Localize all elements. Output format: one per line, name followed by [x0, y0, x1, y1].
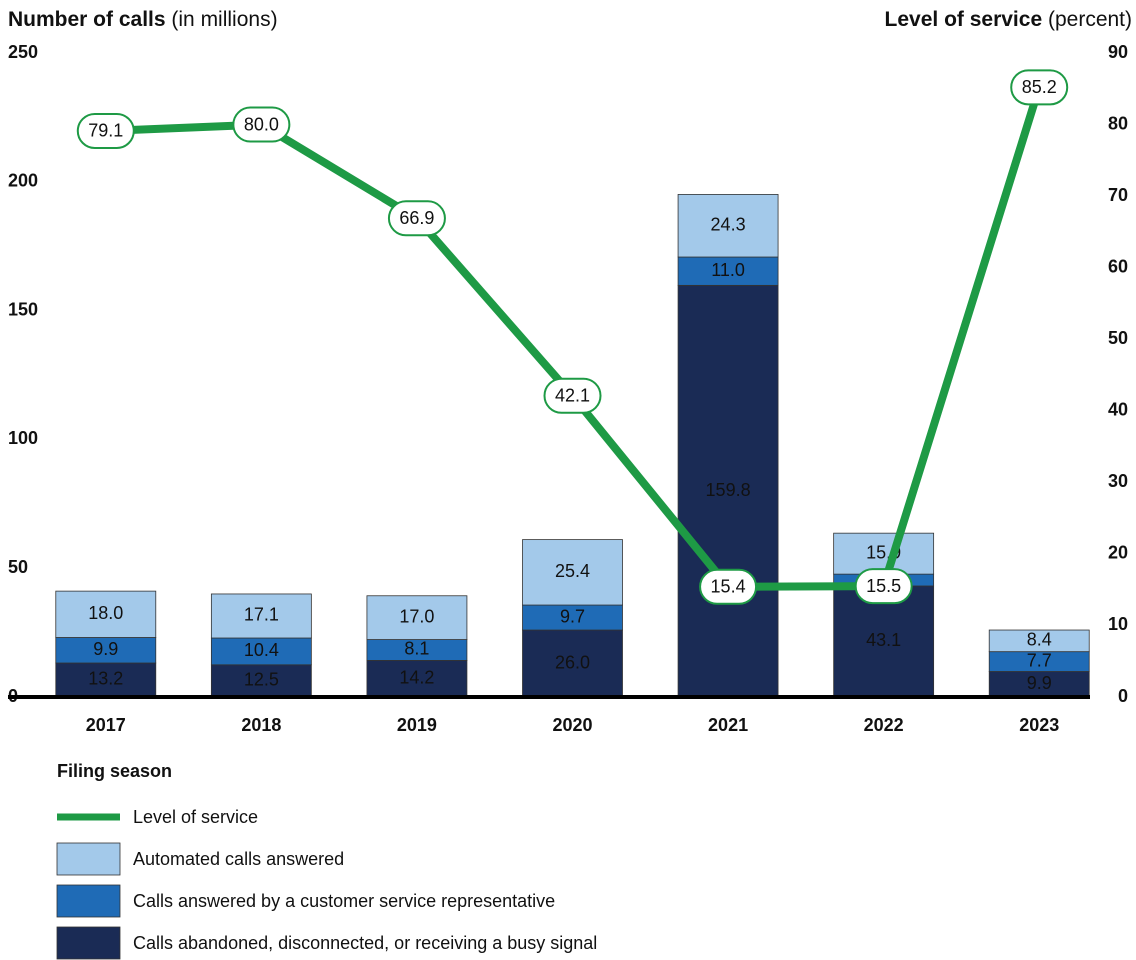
legend-label: Level of service	[133, 807, 258, 827]
y-axis-title-main: Number of calls	[8, 8, 166, 31]
data-label: 8.1	[404, 639, 429, 659]
legend-swatch	[56, 926, 121, 960]
x-tick-label: 2021	[708, 715, 748, 735]
legend-label: Automated calls answered	[133, 849, 344, 869]
bar-segment	[833, 532, 935, 575]
legend-label: Calls answered by a customer service rep…	[133, 891, 555, 911]
y2-tick-label: 0	[1118, 686, 1128, 706]
data-label: 9.9	[1027, 673, 1052, 693]
data-label: 11.0	[711, 260, 745, 280]
x-tick-label: 2020	[552, 715, 592, 735]
data-label: 43.1	[866, 630, 901, 650]
data-label: 25.4	[555, 561, 590, 581]
data-label: 9.9	[93, 639, 118, 659]
line-label: 42.1	[555, 386, 590, 406]
bar-segment	[366, 660, 468, 698]
y-axis-title: Number of calls (in millions)	[8, 8, 278, 31]
line-label: 15.5	[866, 576, 901, 596]
data-label: 14.2	[399, 667, 434, 687]
y2-tick-label: 70	[1108, 185, 1128, 205]
legend-label: Calls abandoned, disconnected, or receiv…	[133, 933, 597, 953]
bar-segment	[988, 629, 1090, 653]
y-tick-label: 100	[8, 428, 38, 448]
line-label-box	[387, 200, 446, 237]
data-label: 17.1	[244, 605, 279, 625]
data-label: 12.5	[244, 670, 279, 690]
y-tick-label: 50	[8, 557, 28, 577]
x-tick-label: 2019	[397, 715, 437, 735]
y-tick-label: 250	[8, 42, 38, 62]
data-label: 24.3	[711, 214, 746, 234]
data-label: 8.4	[1027, 630, 1052, 650]
y2-tick-label: 20	[1108, 543, 1128, 563]
bar-segment	[210, 593, 312, 639]
line-label-box	[699, 568, 758, 605]
y-tick-label: 150	[8, 299, 38, 319]
bar-segment	[522, 539, 623, 606]
line-label-box	[854, 568, 913, 605]
data-label: 17.0	[399, 606, 434, 626]
y2-tick-label: 30	[1108, 471, 1128, 491]
bar-segment	[55, 637, 157, 664]
y2-axis-title-main: Level of service	[885, 8, 1043, 31]
y2-tick-label: 60	[1108, 256, 1128, 276]
y-axis-unit: (in millions)	[171, 8, 277, 31]
bar-segment	[55, 590, 157, 638]
line-label-box	[232, 106, 291, 143]
line-label: 80.0	[244, 114, 279, 134]
bar-segment	[366, 595, 468, 640]
data-label: 159.8	[706, 480, 751, 500]
line-label: 79.1	[88, 121, 123, 141]
y-tick-label: 200	[8, 171, 38, 191]
x-tick-label: 2017	[86, 715, 126, 735]
data-label: 13.2	[88, 669, 123, 689]
data-label: 26.0	[555, 652, 590, 672]
y2-tick-label: 40	[1108, 400, 1128, 420]
y2-tick-label: 50	[1108, 328, 1128, 348]
bar-segment	[210, 664, 312, 698]
y2-tick-label: 10	[1108, 614, 1128, 634]
y2-tick-label: 80	[1108, 113, 1128, 133]
line-label: 15.4	[711, 577, 746, 597]
line-label-box	[543, 377, 602, 414]
bar-segment	[677, 194, 779, 258]
data-label: 18.0	[88, 603, 123, 623]
x-tick-label: 2022	[864, 715, 904, 735]
line-label: 66.9	[399, 208, 434, 228]
line-label-box	[1010, 69, 1069, 106]
x-tick-label: 2023	[1019, 715, 1059, 735]
y2-tick-label: 90	[1108, 42, 1128, 62]
data-label: 10.4	[244, 640, 279, 660]
y2-axis-title: Level of service (percent)	[885, 8, 1132, 31]
x-axis-title: Filing season	[57, 761, 172, 781]
x-tick-label: 2018	[241, 715, 281, 735]
legend-swatch	[56, 842, 121, 876]
bar-segment	[522, 604, 623, 631]
data-label: 7.7	[1027, 650, 1052, 670]
line-label-box	[76, 112, 135, 149]
legend-swatch	[56, 884, 121, 918]
data-label: 9.7	[560, 606, 585, 626]
y2-axis-unit: (percent)	[1048, 8, 1132, 31]
line-label: 85.2	[1022, 77, 1057, 97]
line	[105, 86, 1044, 591]
